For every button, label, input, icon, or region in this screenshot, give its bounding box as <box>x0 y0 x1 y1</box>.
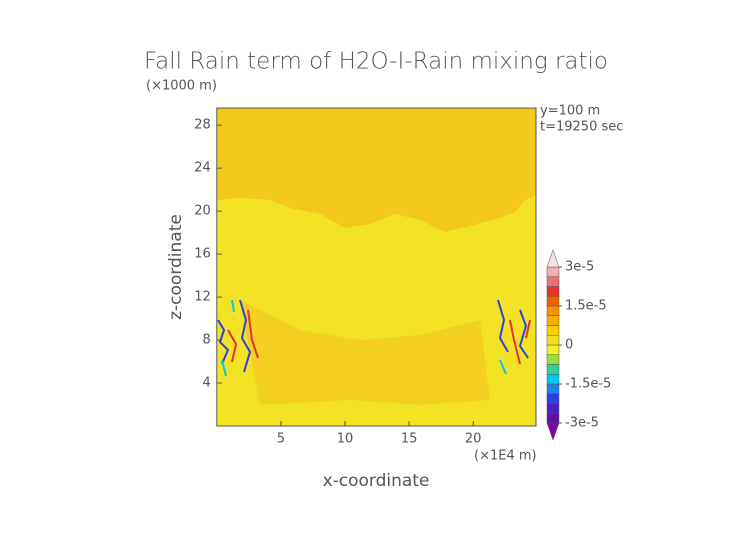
x-tick-label: 5 <box>277 432 285 447</box>
colorbar-bin <box>546 286 560 297</box>
colorbar-label: -3e-5 <box>565 416 599 431</box>
colorbar-label: -1.5e-5 <box>565 377 611 392</box>
info: t=19250 sec <box>540 120 623 135</box>
y-tick-label: 4 <box>203 376 211 391</box>
colorbar-bin <box>546 393 560 404</box>
y-axis-title: z-coordinate <box>166 214 186 320</box>
x-tick-label: 10 <box>337 432 354 447</box>
y-tick-label: 12 <box>194 290 211 305</box>
colorbar-label: 3e-5 <box>565 260 594 275</box>
colorbar-bin <box>546 374 560 385</box>
colorbar-under <box>546 422 560 441</box>
colorbar-label: 1.5e-5 <box>565 299 607 314</box>
colorbar-bin <box>546 364 560 375</box>
y-tick-label: 8 <box>203 333 211 348</box>
x-unit: (×1E4 m) <box>474 449 537 464</box>
colorbar-label: 0 <box>565 338 573 353</box>
colorbar-bin <box>546 403 560 414</box>
y-tick-label: 20 <box>194 204 211 219</box>
colorbar-bin <box>546 354 560 365</box>
colorbar-over <box>546 249 560 268</box>
y-tick-label: 28 <box>194 118 211 133</box>
colorbar-bin <box>546 296 560 307</box>
plot-frame <box>216 107 537 427</box>
info: y=100 m <box>540 104 600 119</box>
colorbar-bin <box>546 344 560 355</box>
chart-title: Fall Rain term of H2O-I-Rain mixing rati… <box>144 49 608 75</box>
colorbar-bin <box>546 315 560 326</box>
colorbar-bin <box>546 305 560 316</box>
colorbar-bin <box>546 266 560 277</box>
colorbar-bin <box>546 335 560 346</box>
colorbar-bin <box>546 276 560 287</box>
colorbar-bin <box>546 325 560 336</box>
x-axis-title: x-coordinate <box>323 471 430 491</box>
colorbar-bin <box>546 383 560 394</box>
y-unit: (×1000 m) <box>146 79 217 94</box>
x-tick-label: 15 <box>401 432 418 447</box>
y-tick-label: 16 <box>194 247 211 262</box>
colorbar-bin <box>546 413 560 424</box>
field-shading <box>216 108 537 426</box>
y-tick-label: 24 <box>194 161 211 176</box>
x-tick-label: 20 <box>465 432 482 447</box>
